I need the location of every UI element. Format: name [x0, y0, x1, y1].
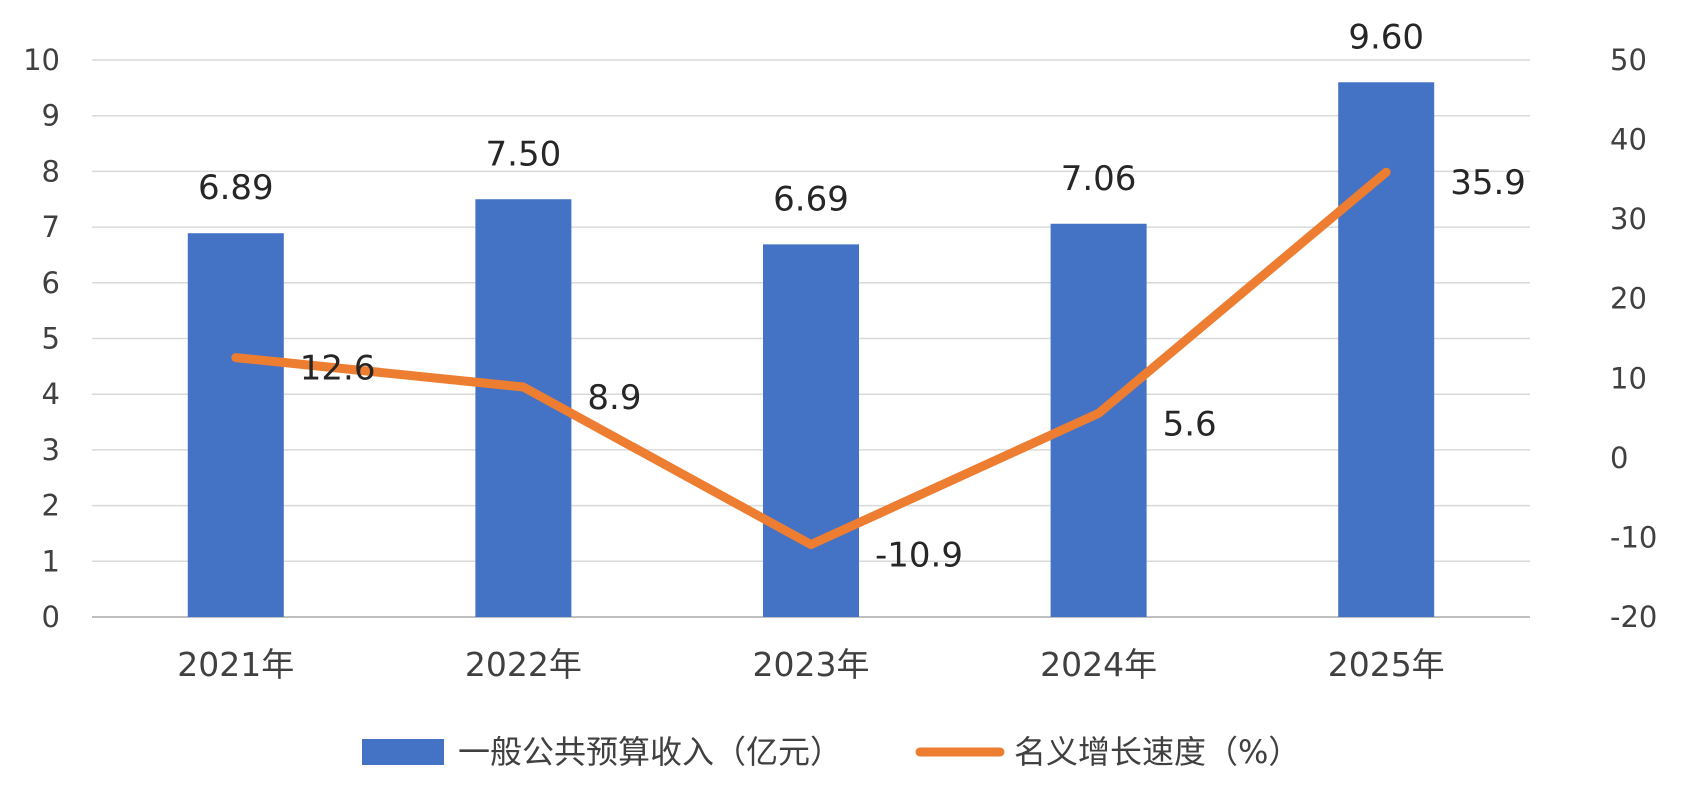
- left-axis-tick: 4: [42, 377, 60, 411]
- legend-bar-label: 一般公共预算收入（亿元）: [458, 733, 842, 771]
- line-series: [231, 167, 1391, 550]
- right-axis-tick: 0: [1610, 441, 1628, 475]
- left-axis-ticks: 0 1 2 3 4 5 6 7 8 9 10: [23, 43, 60, 634]
- left-axis-tick: 7: [42, 210, 60, 244]
- bar-data-label: 7.50: [486, 134, 562, 174]
- legend-bar-swatch: [362, 739, 444, 765]
- left-axis-tick: 9: [42, 99, 60, 133]
- right-axis-tick: 20: [1610, 282, 1647, 316]
- left-axis-tick: 1: [42, 544, 60, 578]
- line-data-label: -10.9: [875, 536, 963, 576]
- legend: 一般公共预算收入（亿元） 名义增长速度（%）: [362, 733, 1300, 771]
- left-axis-tick: 3: [42, 433, 60, 467]
- bar: [1338, 82, 1435, 617]
- bar: [187, 233, 284, 618]
- category-label: 2021年: [177, 645, 294, 684]
- line-data-label: 8.9: [587, 378, 641, 418]
- bar: [1050, 223, 1147, 617]
- left-axis-tick: 2: [42, 489, 60, 523]
- right-axis-tick: 40: [1610, 123, 1647, 157]
- bar-data-label: 6.69: [773, 179, 849, 219]
- left-axis-tick: 6: [42, 266, 60, 300]
- category-label: 2022年: [465, 645, 582, 684]
- bar-data-label: 9.60: [1348, 17, 1424, 57]
- right-axis-tick: 30: [1610, 202, 1647, 236]
- bar-data-label: 7.06: [1061, 159, 1137, 199]
- growth-line: [231, 167, 1391, 550]
- line-data-label: 5.6: [1163, 404, 1217, 444]
- category-label: 2023年: [753, 645, 870, 684]
- right-axis-tick: 50: [1610, 43, 1647, 77]
- legend-line-label: 名义增长速度（%）: [1014, 733, 1300, 771]
- left-axis-tick: 5: [42, 322, 60, 356]
- bar-data-label: 6.89: [198, 168, 274, 208]
- right-axis-ticks: -20 -10 0 10 20 30 40 50: [1610, 43, 1657, 634]
- line-data-label: 12.6: [300, 349, 376, 389]
- right-axis-tick: 10: [1610, 361, 1647, 395]
- bar: [763, 244, 859, 617]
- left-axis-tick: 10: [23, 43, 60, 77]
- left-axis-tick: 0: [42, 600, 60, 634]
- line-data-label: 35.9: [1450, 163, 1526, 203]
- category-label: 2024年: [1040, 645, 1157, 684]
- right-axis-tick: -20: [1610, 600, 1657, 634]
- data-labels: 6.89 7.50 6.69 7.06 9.60 12.6 8.9 -10.9 5.6 35.9: [198, 17, 1526, 575]
- category-label: 2025年: [1328, 645, 1445, 684]
- left-axis-tick: 8: [42, 154, 60, 188]
- category-axis: 2021年 2022年 2023年 2024年 2025年: [177, 645, 1444, 684]
- right-axis-tick: -10: [1610, 520, 1657, 554]
